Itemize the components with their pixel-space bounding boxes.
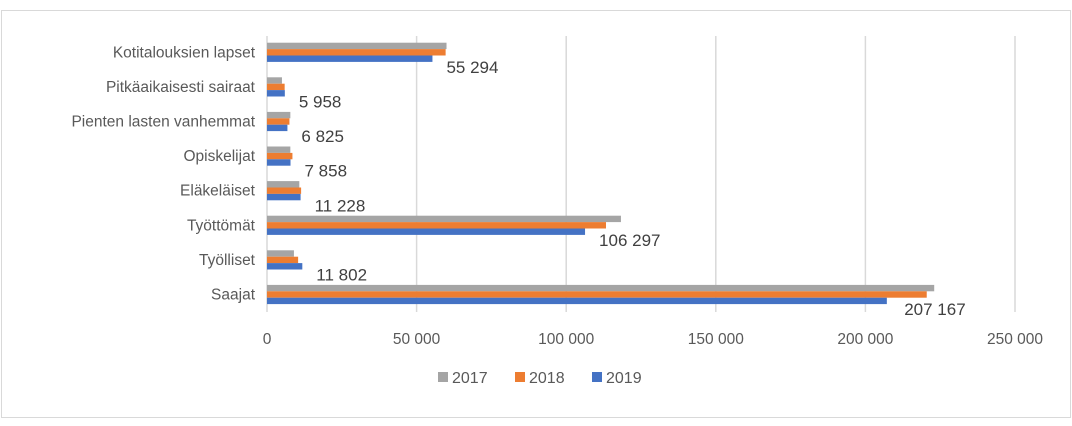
data-label: 11 802 xyxy=(316,266,367,285)
bars xyxy=(267,42,935,305)
bar xyxy=(267,42,447,50)
bar xyxy=(267,297,887,305)
legend: 2017 2018 2019 xyxy=(438,370,642,387)
bar xyxy=(267,124,288,132)
bar xyxy=(267,111,291,119)
legend-label: 2017 xyxy=(452,370,488,387)
bar xyxy=(267,284,935,292)
legend-swatch xyxy=(592,372,602,382)
bar xyxy=(267,263,303,270)
bar xyxy=(267,152,293,160)
x-tick-label: 0 xyxy=(263,331,272,348)
legend-label: 2018 xyxy=(529,370,565,387)
category-label: Työlliset xyxy=(199,252,256,269)
bar xyxy=(267,181,300,188)
bar xyxy=(267,90,285,97)
category-labels: Kotitalouksien lapset Pitkäaikaisesti sai… xyxy=(71,44,255,303)
bar xyxy=(267,215,621,223)
data-label: 6 825 xyxy=(301,127,344,146)
category-label: Pienten lasten vanhemmat xyxy=(71,114,255,131)
category-label: Eläkeläiset xyxy=(180,183,256,200)
data-label: 11 228 xyxy=(315,196,366,215)
x-tick-label: 250 000 xyxy=(987,331,1043,348)
category-label: Kotitalouksien lapset xyxy=(113,44,256,61)
category-label: Saajat xyxy=(211,287,256,304)
bar xyxy=(267,250,294,257)
data-label: 7 858 xyxy=(305,162,348,181)
chart-frame xyxy=(1,10,1071,418)
x-tick-label: 50 000 xyxy=(393,331,441,348)
legend-swatch xyxy=(515,372,525,382)
legend-swatch xyxy=(438,372,448,382)
gridlines xyxy=(266,36,1016,312)
data-labels: 55 294 5 958 6 825 7 858 11 228 106 297 11 802… xyxy=(299,58,966,319)
category-label: Työttömät xyxy=(187,217,256,234)
bar xyxy=(267,222,606,229)
bar xyxy=(267,118,290,125)
bar xyxy=(267,228,586,235)
bar xyxy=(267,291,927,298)
x-axis-tick-labels: 0 50 000 100 000 150 000 200 000 250 000 xyxy=(263,331,1044,348)
category-label: Pitkäaikaisesti sairaat xyxy=(106,79,256,96)
data-label: 106 297 xyxy=(599,231,660,250)
bar xyxy=(267,77,282,84)
bar xyxy=(267,256,299,264)
x-tick-label: 100 000 xyxy=(538,331,594,348)
bar xyxy=(267,159,291,166)
legend-label: 2019 xyxy=(606,370,642,387)
bar xyxy=(267,55,433,62)
bar xyxy=(267,187,302,194)
category-label: Opiskelijat xyxy=(184,148,256,165)
x-tick-label: 200 000 xyxy=(837,331,893,348)
data-label: 5 958 xyxy=(299,93,342,112)
bar xyxy=(267,146,291,153)
data-label: 55 294 xyxy=(446,58,498,77)
bar xyxy=(267,83,285,91)
data-label: 207 167 xyxy=(904,300,965,319)
bar xyxy=(267,193,301,201)
x-tick-label: 150 000 xyxy=(688,331,744,348)
bar xyxy=(267,49,446,56)
